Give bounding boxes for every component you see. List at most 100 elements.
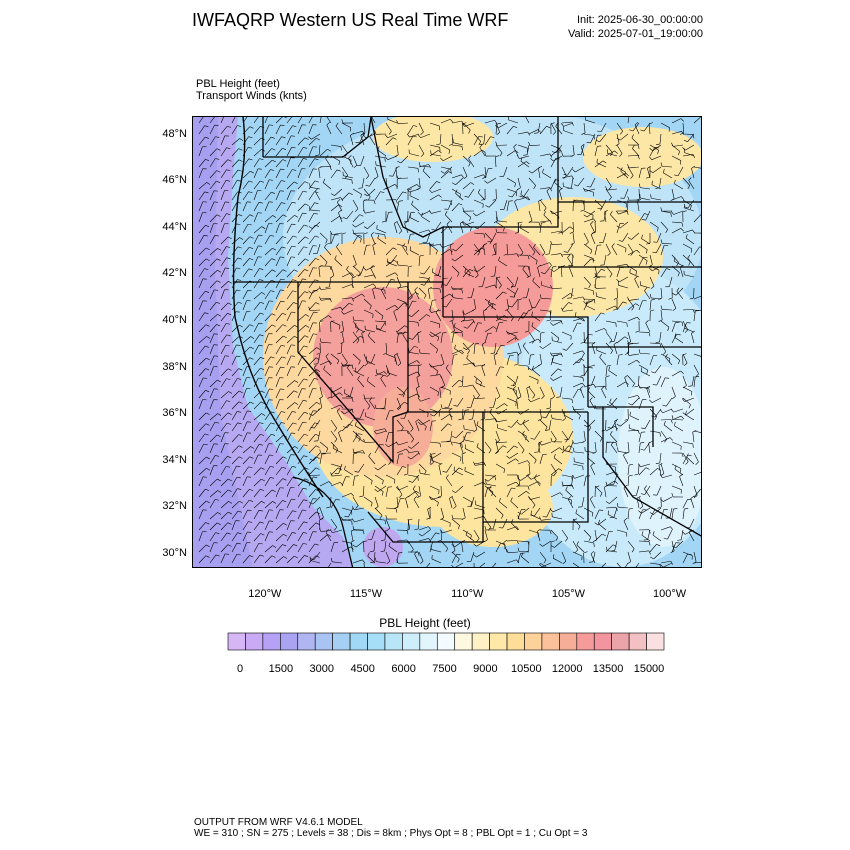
wind-barb bbox=[429, 342, 438, 350]
wind-barb bbox=[354, 371, 365, 377]
wind-barb-flag bbox=[439, 443, 441, 448]
wind-barb-flag bbox=[271, 489, 276, 493]
wind-barb bbox=[561, 445, 570, 454]
wind-barb-flag bbox=[437, 539, 442, 542]
wind-barb bbox=[685, 144, 695, 151]
wind-barb bbox=[360, 135, 365, 146]
wind-barb bbox=[209, 344, 215, 355]
wind-barb-flag bbox=[283, 533, 287, 537]
wind-barb bbox=[253, 334, 260, 344]
wind-barb bbox=[253, 467, 262, 476]
wind-barb-flag bbox=[532, 394, 536, 399]
wind-barb bbox=[638, 300, 643, 311]
wind-barb bbox=[374, 287, 385, 291]
wind-barb-flag bbox=[314, 279, 319, 282]
wind-barb-flag bbox=[534, 474, 537, 478]
wind-barb bbox=[242, 158, 249, 168]
wind-barb-flag bbox=[259, 521, 264, 524]
wind-barb-flag bbox=[461, 221, 465, 226]
wind-barb bbox=[286, 355, 292, 366]
wind-barb-flag bbox=[377, 146, 380, 151]
wind-barb bbox=[572, 221, 574, 233]
wind-barb bbox=[264, 324, 273, 333]
wind-barb bbox=[372, 245, 376, 256]
wind-barb bbox=[492, 518, 497, 529]
wind-barb-flag bbox=[227, 456, 232, 459]
wind-barb-flag bbox=[450, 286, 454, 291]
wind-barb-flag bbox=[498, 497, 501, 502]
wind-barb-flag bbox=[292, 290, 297, 293]
wind-barb-flag bbox=[382, 480, 384, 485]
wind-barb bbox=[506, 188, 517, 193]
wind-barb bbox=[384, 540, 387, 551]
wind-barb-flag bbox=[636, 359, 640, 364]
wind-barb bbox=[264, 124, 270, 135]
wind-barb bbox=[444, 166, 453, 174]
wind-barb bbox=[335, 125, 343, 135]
wind-barb bbox=[286, 311, 292, 322]
wind-barb-flag bbox=[450, 441, 453, 446]
wind-barb bbox=[627, 465, 630, 476]
wind-barb-flag bbox=[407, 446, 412, 449]
wind-barb bbox=[220, 334, 227, 344]
wind-barb bbox=[451, 174, 462, 179]
wind-barb bbox=[198, 509, 204, 520]
wind-barb-flag bbox=[660, 239, 663, 244]
wind-barb-flag bbox=[493, 326, 497, 330]
wind-barb-flag bbox=[639, 183, 641, 188]
wind-barb-flag bbox=[438, 462, 443, 466]
wind-barb-flag bbox=[561, 481, 564, 486]
wind-barb-flag bbox=[360, 132, 365, 136]
wind-barb-flag bbox=[426, 314, 431, 317]
wind-barb bbox=[693, 562, 701, 564]
wind-barb-flag bbox=[457, 272, 460, 277]
wind-barb-flag bbox=[217, 269, 222, 273]
wind-barb-flag bbox=[616, 137, 621, 141]
wind-barb bbox=[220, 169, 227, 179]
wind-barb-flag bbox=[602, 160, 607, 164]
wind-barb-flag bbox=[442, 470, 447, 473]
wind-barb bbox=[506, 298, 509, 309]
wind-barb-flag bbox=[588, 427, 592, 431]
wind-barb bbox=[671, 221, 682, 224]
wind-barb-flag bbox=[367, 332, 371, 336]
wind-barb-flag bbox=[269, 388, 274, 390]
wind-barb-flag bbox=[412, 300, 417, 302]
wind-barb-flag bbox=[380, 375, 384, 379]
wind-barb bbox=[275, 246, 283, 256]
model-info-line1: OUTPUT FROM WRF V4.6.1 MODEL bbox=[194, 817, 363, 828]
wind-barb-flag bbox=[458, 203, 463, 206]
wind-barb-flag bbox=[341, 410, 345, 415]
wind-barb-flag bbox=[440, 404, 443, 409]
wind-barb-flag bbox=[270, 422, 275, 425]
wind-barb-flag bbox=[590, 258, 595, 261]
wind-barb bbox=[363, 166, 370, 176]
wind-barb bbox=[321, 298, 332, 301]
wind-barb-flag bbox=[236, 202, 241, 204]
wind-barb bbox=[209, 170, 217, 179]
wind-barb-flag bbox=[502, 291, 507, 294]
wind-barb bbox=[605, 426, 615, 432]
wind-barb-flag bbox=[520, 190, 523, 195]
wind-barb bbox=[385, 342, 388, 353]
wind-barb bbox=[429, 485, 440, 491]
wind-barb-flag bbox=[650, 285, 655, 290]
wind-barb bbox=[319, 454, 323, 465]
wind-barb bbox=[352, 265, 361, 274]
wind-barb-flag bbox=[513, 144, 517, 148]
wind-barb-flag bbox=[340, 146, 342, 151]
wind-barb bbox=[473, 199, 484, 205]
wind-barb bbox=[440, 199, 451, 202]
wind-barb-flag bbox=[365, 175, 370, 179]
colorbar-swatch bbox=[541, 632, 560, 651]
wind-barb bbox=[314, 191, 321, 201]
wind-barb bbox=[611, 419, 618, 429]
wind-barb-flag bbox=[366, 376, 369, 381]
wind-barb bbox=[308, 543, 316, 553]
wind-barb-flag bbox=[549, 210, 553, 215]
model-info: OUTPUT FROM WRF V4.6.1 MODEL WE = 310 ; … bbox=[194, 817, 587, 839]
wind-barb-flag bbox=[409, 246, 412, 251]
wind-barb bbox=[508, 551, 519, 554]
wind-barb-flag bbox=[416, 374, 421, 378]
wind-barb-flag bbox=[630, 252, 634, 256]
